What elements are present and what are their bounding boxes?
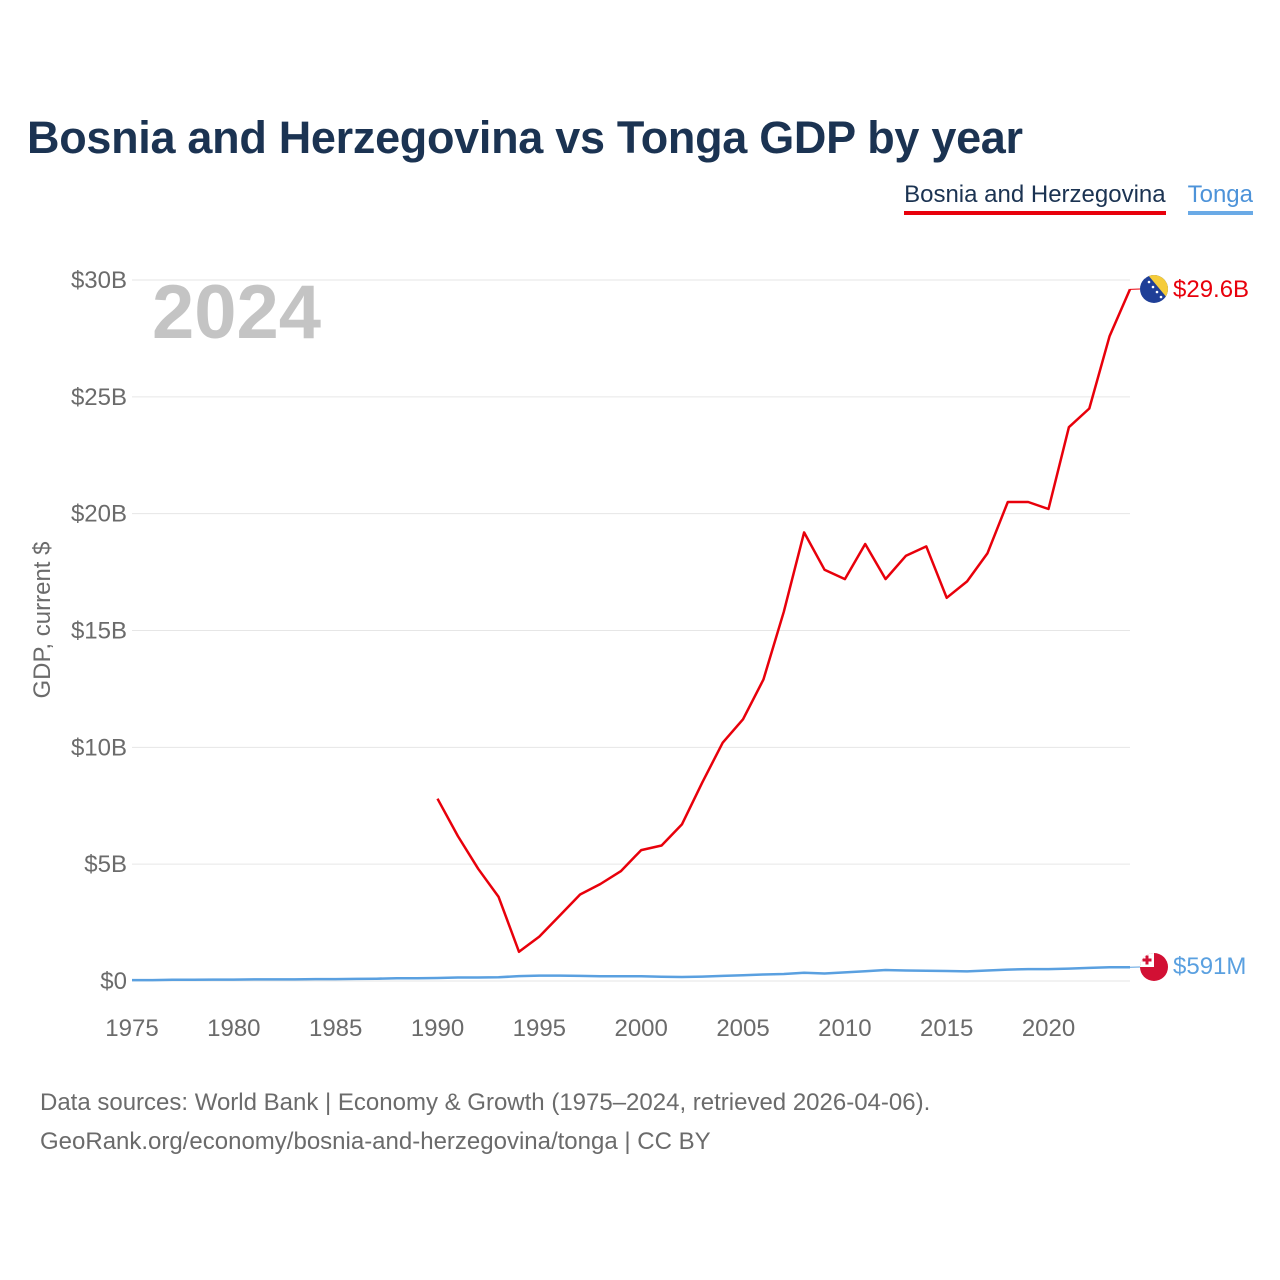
end-value-label-tonga: $591M <box>1173 953 1246 980</box>
grid-lines <box>132 279 1130 982</box>
x-tick-label: 1990 <box>411 1015 464 1042</box>
x-tick-label: 2010 <box>818 1015 871 1042</box>
x-axis-ticks: 1975 1980 1985 1990 1995 2000 2005 2010 2015 2020 <box>105 1015 1075 1042</box>
y-axis-ticks: $0 $5B $10B $15B $20B $25B $30B <box>71 267 127 995</box>
bosnia-flag-icon <box>1140 275 1168 303</box>
x-tick-label: 1995 <box>513 1015 566 1042</box>
series-layer <box>132 288 1132 982</box>
y-tick-label: $15B <box>71 618 127 645</box>
series-line-tonga <box>132 965 1130 982</box>
y-tick-label: $5B <box>84 851 127 878</box>
x-tick-label: 1975 <box>105 1015 158 1042</box>
x-tick-label: 2000 <box>614 1015 667 1042</box>
y-tick-label: $25B <box>71 384 127 411</box>
tonga-flag-icon <box>1140 953 1168 981</box>
y-tick-label: $0 <box>100 968 127 995</box>
footer-link[interactable]: GeoRank.org/economy/bosnia-and-herzegovi… <box>40 1128 711 1155</box>
legend-item-bosnia[interactable]: Bosnia and Herzegovina <box>904 181 1166 215</box>
y-tick-label: $30B <box>71 267 127 294</box>
chart-title: Bosnia and Herzegovina vs Tonga GDP by y… <box>27 112 1023 163</box>
end-markers: $29.6B $591M <box>1129 275 1249 981</box>
x-tick-label: 2020 <box>1022 1015 1075 1042</box>
x-tick-label: 2005 <box>716 1015 769 1042</box>
y-tick-label: $10B <box>71 734 127 761</box>
x-tick-label: 1980 <box>207 1015 260 1042</box>
y-tick-label: $20B <box>71 501 127 528</box>
series-line-bosnia <box>436 288 1132 954</box>
end-value-label-bosnia: $29.6B <box>1173 276 1249 303</box>
footer-sources: Data sources: World Bank | Economy & Gro… <box>40 1089 931 1116</box>
y-axis-label: GDP, current $ <box>29 542 56 699</box>
year-watermark: 2024 <box>152 270 321 355</box>
x-tick-label: 1985 <box>309 1015 362 1042</box>
x-tick-label: 2015 <box>920 1015 973 1042</box>
footer: Data sources: World Bank | Economy & Gro… <box>40 1083 930 1161</box>
legend: Bosnia and Herzegovina Tonga <box>904 181 1253 215</box>
legend-item-tonga[interactable]: Tonga <box>1187 181 1253 215</box>
